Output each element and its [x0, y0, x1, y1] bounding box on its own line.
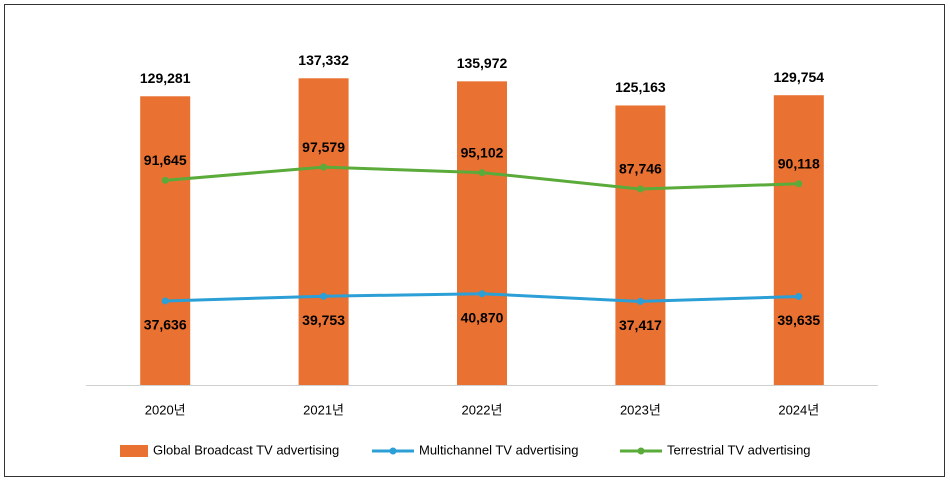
data-label: 37,636 — [144, 317, 187, 333]
data-label: 97,579 — [302, 139, 345, 155]
data-label: 37,417 — [619, 317, 662, 333]
x-tick-label: 2020년 — [145, 402, 186, 417]
data-label: 125,163 — [615, 79, 666, 95]
data-label: 137,332 — [298, 52, 349, 68]
line-point — [795, 292, 803, 300]
bar — [615, 105, 666, 385]
data-label: 40,870 — [461, 309, 504, 325]
x-tick-label: 2024년 — [778, 402, 819, 417]
legend-swatch — [637, 447, 645, 455]
legend-swatch — [389, 447, 397, 455]
bar — [773, 95, 824, 385]
data-label: 39,753 — [302, 312, 345, 328]
legend-label: Terrestrial TV advertising — [667, 442, 811, 457]
data-label: 129,281 — [140, 70, 191, 86]
line-point — [320, 163, 328, 171]
line-point — [636, 297, 644, 305]
legend-label: Global Broadcast TV advertising — [153, 442, 339, 457]
legend-swatch — [120, 445, 148, 457]
x-tick-label: 2023년 — [620, 402, 661, 417]
x-tick-label: 2022년 — [462, 402, 503, 417]
data-label: 39,635 — [777, 312, 820, 328]
bar — [457, 81, 507, 386]
line-point — [478, 169, 486, 177]
line-point — [161, 297, 169, 305]
line-point — [795, 180, 803, 188]
bar — [298, 78, 349, 385]
data-label: 87,746 — [619, 161, 662, 177]
bar — [140, 96, 191, 385]
line-point — [320, 292, 328, 300]
line-point — [478, 290, 486, 298]
data-label: 135,972 — [457, 55, 508, 71]
legend-label: Multichannel TV advertising — [419, 442, 578, 457]
data-label: 90,118 — [778, 155, 820, 171]
x-tick-label: 2021년 — [303, 402, 344, 417]
data-label: 129,754 — [773, 69, 824, 85]
line-point — [636, 185, 644, 193]
data-label: 95,102 — [461, 144, 504, 160]
line-point — [161, 176, 169, 184]
data-label: 91,645 — [144, 152, 187, 168]
